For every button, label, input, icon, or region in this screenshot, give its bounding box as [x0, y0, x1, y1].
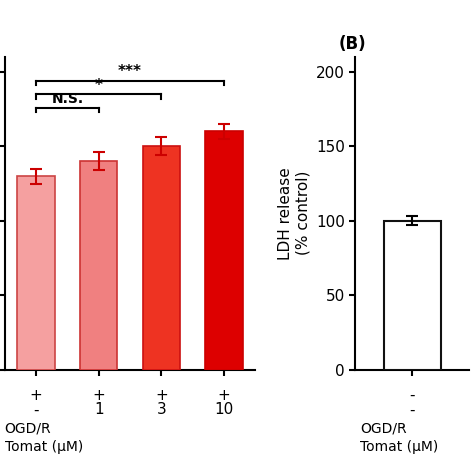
Text: -: -	[410, 402, 415, 418]
Text: +: +	[155, 388, 168, 402]
Y-axis label: LDH release
(% control): LDH release (% control)	[278, 167, 310, 260]
Bar	[205, 131, 243, 370]
Text: +: +	[92, 388, 105, 402]
Bar	[143, 146, 180, 370]
Text: *: *	[95, 78, 103, 92]
Text: OGD/R: OGD/R	[5, 422, 51, 436]
Text: 1: 1	[94, 402, 103, 418]
Text: (B): (B)	[338, 35, 366, 53]
Text: Tomat (μM): Tomat (μM)	[5, 440, 83, 454]
Bar	[17, 176, 55, 370]
Text: -: -	[410, 388, 415, 402]
Text: N.S.: N.S.	[51, 92, 83, 106]
Text: 3: 3	[156, 402, 166, 418]
Text: Tomat (μM): Tomat (μM)	[360, 440, 438, 454]
Text: 10: 10	[214, 402, 234, 418]
Text: +: +	[218, 388, 230, 402]
Text: ***: ***	[118, 64, 142, 79]
Text: -: -	[33, 402, 39, 418]
Text: OGD/R: OGD/R	[360, 422, 407, 436]
Bar	[80, 161, 118, 370]
Bar	[384, 221, 441, 370]
Text: +: +	[30, 388, 43, 402]
